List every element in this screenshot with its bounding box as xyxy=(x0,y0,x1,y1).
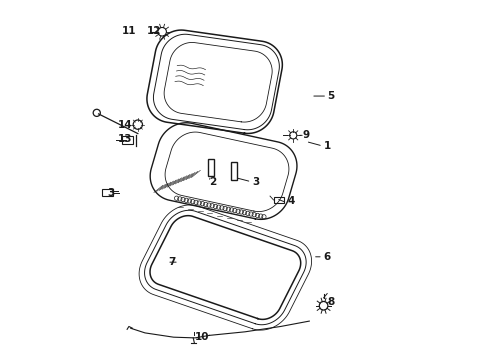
Text: 2: 2 xyxy=(209,177,217,187)
Text: 6: 6 xyxy=(323,252,331,262)
Text: 4: 4 xyxy=(288,197,295,206)
Bar xyxy=(273,197,284,203)
Bar xyxy=(208,158,214,176)
Text: 7: 7 xyxy=(168,257,175,267)
Bar xyxy=(122,136,133,144)
Text: 13: 13 xyxy=(118,134,133,144)
Text: 14: 14 xyxy=(118,120,133,130)
Text: 10: 10 xyxy=(195,332,210,342)
Text: 8: 8 xyxy=(327,297,334,307)
Text: 3: 3 xyxy=(107,188,115,198)
Text: 9: 9 xyxy=(302,130,309,140)
Bar xyxy=(102,189,113,197)
Text: 5: 5 xyxy=(327,91,334,101)
Bar xyxy=(231,162,238,180)
Text: 11: 11 xyxy=(122,26,136,36)
Text: 1: 1 xyxy=(323,141,331,151)
Text: 3: 3 xyxy=(252,177,259,187)
Text: 12: 12 xyxy=(147,26,161,36)
